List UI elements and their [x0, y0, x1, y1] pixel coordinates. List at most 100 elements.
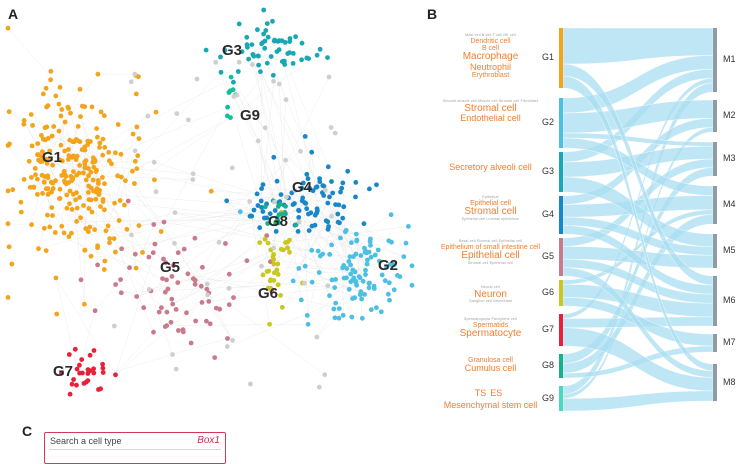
- unassigned-node: [132, 72, 137, 77]
- node-g1: [82, 144, 87, 149]
- node-g3: [293, 34, 298, 39]
- unassigned-node: [227, 286, 232, 291]
- node-g1: [6, 143, 11, 148]
- node-g1: [80, 104, 85, 109]
- node-g5: [119, 246, 124, 251]
- network-edge: [56, 278, 116, 375]
- node-g1: [63, 120, 68, 125]
- node-g1: [123, 178, 128, 183]
- node-g1: [78, 114, 83, 119]
- node-g1: [33, 172, 38, 177]
- node-g1: [87, 225, 92, 230]
- node-g7: [92, 348, 97, 353]
- node-g2: [327, 293, 332, 298]
- cluster-label-g7: G7: [53, 363, 73, 380]
- unassigned-node: [195, 77, 200, 82]
- node-g4: [224, 198, 229, 203]
- node-g5: [225, 336, 230, 341]
- node-g2: [349, 315, 354, 320]
- search-input[interactable]: [49, 449, 221, 460]
- module-label-m3: M3: [723, 153, 736, 163]
- node-g5: [227, 272, 232, 277]
- group-bar-g7: [559, 314, 563, 346]
- node-g2: [386, 238, 391, 243]
- node-g1: [104, 228, 109, 233]
- node-g1: [49, 69, 54, 74]
- node-g6: [278, 293, 283, 298]
- node-g2: [348, 279, 353, 284]
- node-g1: [73, 197, 78, 202]
- node-g1: [49, 205, 54, 210]
- node-g5: [184, 310, 189, 315]
- node-g5: [245, 258, 250, 263]
- unassigned-node: [323, 188, 328, 193]
- node-g2: [359, 253, 364, 258]
- node-g4: [304, 172, 309, 177]
- network-edge: [292, 193, 389, 241]
- node-g2: [306, 322, 311, 327]
- node-g4: [296, 229, 301, 234]
- node-g3: [258, 69, 263, 74]
- unassigned-node: [152, 160, 157, 165]
- node-g1: [66, 147, 71, 152]
- node-g5: [204, 319, 209, 324]
- node-g2: [363, 250, 368, 255]
- node-g1: [41, 92, 46, 97]
- node-g1: [107, 240, 112, 245]
- group-label-g9: G9: [542, 393, 554, 403]
- node-g4: [249, 214, 254, 219]
- node-g1: [159, 229, 164, 234]
- node-g2: [379, 309, 384, 314]
- node-g5: [133, 252, 138, 257]
- node-g7: [98, 386, 103, 391]
- unassigned-node: [317, 385, 322, 390]
- unassigned-node: [174, 367, 179, 372]
- module-bar-m3: [713, 142, 717, 176]
- node-g2: [410, 263, 415, 268]
- group-label-g3: G3: [542, 166, 554, 176]
- unassigned-node: [329, 214, 334, 219]
- group-label-g1: G1: [542, 52, 554, 62]
- node-g3: [244, 35, 249, 40]
- node-g2: [389, 212, 394, 217]
- node-g5: [151, 222, 156, 227]
- node-g1: [58, 187, 63, 192]
- node-g4: [304, 206, 309, 211]
- node-g2: [398, 274, 403, 279]
- node-g1: [74, 219, 79, 224]
- node-g1: [59, 114, 64, 119]
- node-g7: [88, 368, 93, 373]
- node-g2: [367, 250, 372, 255]
- node-g4: [374, 182, 379, 187]
- node-g4: [325, 219, 330, 224]
- unassigned-node: [170, 352, 175, 357]
- node-g3: [265, 61, 270, 66]
- unassigned-node: [315, 335, 320, 340]
- node-g1: [59, 173, 64, 178]
- node-g3: [262, 46, 267, 51]
- network-edge: [216, 252, 289, 308]
- unassigned-node: [154, 189, 159, 194]
- sankey-flows: [563, 28, 713, 411]
- node-g5: [199, 284, 204, 289]
- node-g5: [223, 241, 228, 246]
- node-g1: [62, 231, 67, 236]
- node-g1: [46, 186, 51, 191]
- node-g7: [82, 381, 87, 386]
- unassigned-node: [277, 82, 282, 87]
- node-g5: [169, 297, 174, 302]
- unassigned-node: [147, 287, 152, 292]
- node-g5: [153, 242, 158, 247]
- node-g3: [269, 54, 274, 59]
- node-g5: [169, 320, 174, 325]
- unassigned-node: [217, 240, 222, 245]
- node-g1: [29, 222, 34, 227]
- node-g5: [159, 305, 164, 310]
- node-g5: [227, 302, 232, 307]
- node-g4: [315, 206, 320, 211]
- node-g5: [147, 255, 152, 260]
- node-g4: [326, 164, 331, 169]
- cell-type-search-box[interactable]: Search a cell type Box1: [44, 432, 226, 464]
- node-g1: [72, 139, 77, 144]
